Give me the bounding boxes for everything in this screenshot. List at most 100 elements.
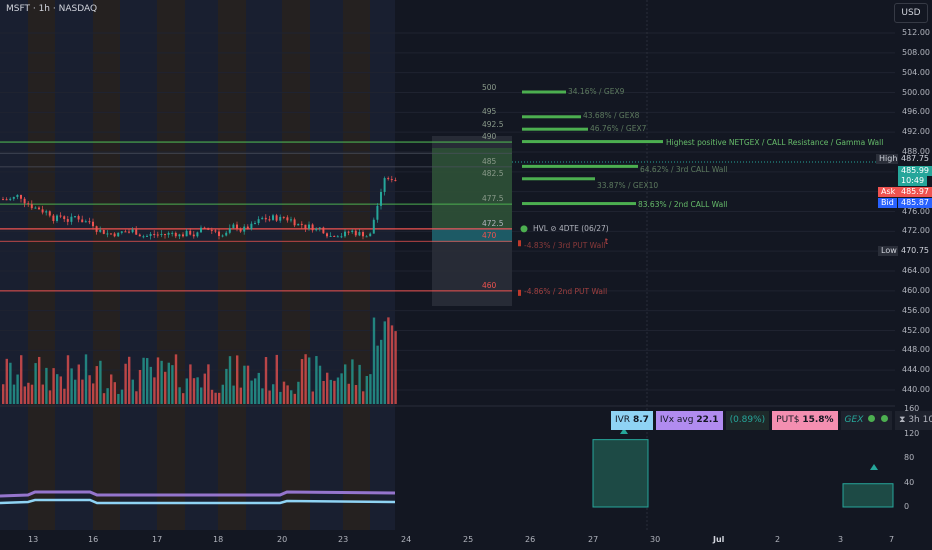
candle	[365, 236, 368, 238]
price-tick: 440.00	[902, 385, 930, 394]
volume-bar	[102, 393, 106, 404]
candle	[102, 229, 105, 234]
candle	[9, 198, 12, 200]
gex-label: -4.86% / 2nd PUT Wall	[524, 286, 608, 296]
candle	[232, 224, 235, 229]
volume-bar	[210, 389, 214, 404]
candle	[275, 215, 278, 221]
candle	[290, 219, 292, 221]
gex-dot-icon-2	[881, 415, 889, 422]
volume-bar	[113, 382, 116, 404]
price-tick: 500.00	[902, 87, 930, 97]
volume-bar	[232, 385, 235, 404]
volume-bar	[74, 379, 77, 404]
volume-bar	[146, 358, 149, 404]
candle	[369, 233, 372, 237]
volume-bar	[254, 378, 257, 404]
candle	[77, 216, 80, 220]
ask-value: 485.97	[898, 187, 932, 197]
volume-bar	[182, 393, 185, 404]
volume-bar	[106, 388, 109, 404]
candle	[297, 223, 300, 226]
ivr-cell: IVR 8.7	[611, 411, 653, 430]
volume-bar	[34, 363, 37, 404]
volume-bar	[322, 380, 325, 404]
volume-bar	[5, 358, 8, 404]
volume-bar	[92, 383, 95, 404]
bid-value: 485.87	[898, 198, 932, 208]
gex-label: -4.83% / 3rd PUT Wall	[524, 241, 606, 251]
volume-bar	[250, 380, 253, 404]
volume-bar	[365, 375, 368, 404]
candle	[167, 232, 170, 235]
volume-bar	[326, 372, 329, 404]
strike-label: 460	[482, 280, 497, 290]
candle	[160, 234, 163, 236]
candle	[196, 232, 199, 237]
session-band	[185, 0, 218, 530]
volume-bar	[196, 377, 199, 404]
candle	[164, 234, 166, 236]
candle	[372, 219, 375, 234]
change-cell: (0.89%)	[725, 411, 770, 430]
gex-bar	[522, 90, 566, 94]
candle	[117, 232, 120, 237]
volume-bar	[268, 390, 271, 404]
gex-label: 34.16% / GEX9	[568, 86, 625, 96]
volume-bar	[189, 364, 192, 404]
volume-bar	[45, 367, 48, 404]
volume-bar	[142, 357, 145, 404]
candle	[351, 230, 354, 233]
candle	[344, 231, 346, 237]
candle	[329, 235, 332, 237]
price-tick: 508.00	[902, 47, 930, 57]
gex-bar	[522, 202, 636, 206]
volume-bar	[192, 378, 196, 404]
puts-value: 15.8%	[802, 415, 834, 425]
volume-bar	[41, 384, 44, 404]
volume-bar	[351, 359, 354, 404]
candle	[2, 199, 4, 201]
candle	[311, 224, 314, 231]
volume-bar	[329, 379, 332, 404]
ivr-box	[592, 439, 649, 508]
volume-bar	[81, 379, 84, 404]
volume-bar	[128, 356, 131, 404]
volume-bar	[362, 391, 365, 404]
low-tag: Low	[878, 246, 900, 256]
volume-bar	[156, 357, 160, 404]
candle	[340, 236, 343, 238]
gex-label: 64.62% / 3rd CALL Wall	[640, 164, 728, 174]
candle	[110, 233, 112, 235]
candle	[34, 207, 37, 209]
candle	[128, 231, 130, 233]
candle	[20, 194, 22, 199]
volume-bar	[207, 364, 210, 404]
volume-bar	[300, 359, 304, 404]
ivr-box	[842, 483, 894, 508]
ivx-label: IVx avg	[659, 415, 694, 425]
candle	[106, 233, 109, 235]
volume-bar	[315, 356, 318, 404]
strike-label: 490	[482, 132, 497, 142]
volume-bar	[59, 376, 62, 404]
strike-label: 485	[482, 156, 497, 166]
volume-bar	[203, 373, 206, 404]
volume-bar	[228, 356, 232, 404]
indicator-tick: 0	[904, 502, 910, 511]
currency-button[interactable]: USD	[894, 3, 928, 23]
volume-bar	[95, 366, 98, 404]
candle	[45, 211, 48, 213]
price-tick: 512.00	[902, 28, 930, 37]
candle	[12, 196, 15, 199]
symbol-title[interactable]: MSFT · 1h · NASDAQ	[6, 4, 98, 14]
volume-bar	[160, 360, 163, 404]
candle	[120, 231, 123, 233]
last-countdown: 10:49	[898, 176, 928, 186]
candle	[56, 215, 58, 221]
strike-label: 500	[482, 82, 497, 92]
strike-label: 492.5	[482, 119, 504, 129]
candle	[210, 229, 213, 231]
candle	[315, 228, 318, 231]
